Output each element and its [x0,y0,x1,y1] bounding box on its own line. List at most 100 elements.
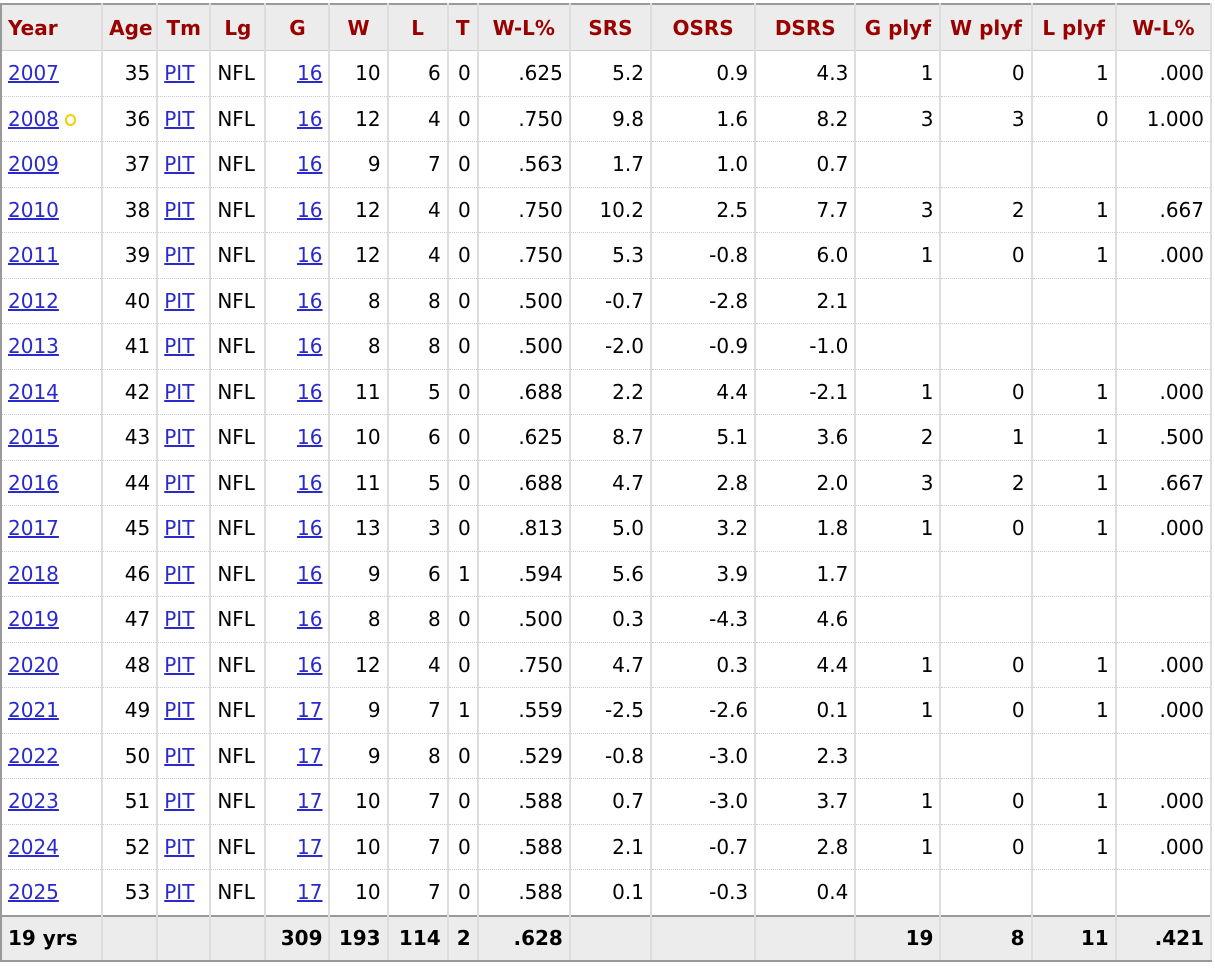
year-link[interactable]: 2008 [8,106,59,131]
year-link[interactable]: 2017 [8,516,59,541]
games-link[interactable]: 17 [297,743,323,768]
super-bowl-champion-ring-icon[interactable] [64,114,76,127]
team-link[interactable]: PIT [164,607,195,632]
games-link[interactable]: 16 [297,516,323,541]
column-header-team[interactable]: Tm [157,4,212,51]
games-link[interactable]: 16 [297,288,323,313]
column-header-losses[interactable]: L [387,4,449,51]
games-link[interactable]: 16 [297,425,323,450]
games-link[interactable]: 16 [297,561,323,586]
column-header-srs[interactable]: SRS [569,4,652,51]
cell-osrs: -0.7 [650,824,757,870]
cell-age: 47 [102,596,159,643]
team-link[interactable]: PIT [164,379,195,404]
games-link[interactable]: 16 [297,379,323,404]
team-link[interactable]: PIT [164,561,195,586]
column-header-playoff-games[interactable]: G plyf [855,4,942,51]
cell-team: PIT [157,187,212,233]
year-link[interactable]: 2010 [8,197,59,222]
cell-age: 42 [102,369,159,415]
cell-playoff-games [855,141,942,188]
team-link[interactable]: PIT [164,743,195,768]
year-link[interactable]: 2020 [8,652,59,677]
games-link[interactable]: 16 [297,197,323,222]
table-row: 2011 39 PIT NFL 16 12 4 0.750 5.3 -0.8 6.0 1 0 1.000 [1,232,1213,279]
cell-wins: 10 [329,50,389,97]
cell-losses: 7 [387,141,449,188]
cell-dsrs: 2.0 [755,460,857,506]
cell-year: 2007 [1,50,104,97]
cell-year: 2023 [1,778,104,825]
team-link[interactable]: PIT [164,334,195,359]
year-link[interactable]: 2012 [8,288,59,313]
cell-ties: 0 [447,278,479,324]
year-link[interactable]: 2025 [8,880,59,905]
games-link[interactable]: 17 [297,834,323,859]
team-link[interactable]: PIT [164,106,195,131]
team-link[interactable]: PIT [164,243,195,268]
games-link[interactable]: 16 [297,152,323,177]
team-link[interactable]: PIT [164,698,195,723]
year-link[interactable]: 2021 [8,698,59,723]
column-header-year[interactable]: Year [1,4,104,51]
year-link[interactable]: 2013 [8,334,59,359]
column-header-playoff-win-pct[interactable]: W-L% [1115,4,1213,51]
cell-wins: 12 [329,642,389,688]
cell-games: 16 [265,278,331,324]
column-header-wins[interactable]: W [329,4,389,51]
cell-playoff-win-pct [1115,596,1213,643]
games-link[interactable]: 16 [297,334,323,359]
year-link[interactable]: 2018 [8,561,59,586]
games-link[interactable]: 17 [297,698,323,723]
team-link[interactable]: PIT [164,470,195,495]
team-link[interactable]: PIT [164,61,195,86]
cell-playoff-losses: 1 [1031,187,1117,233]
column-header-games[interactable]: G [265,4,331,51]
cell-ties: 0 [447,824,479,870]
games-link[interactable]: 16 [297,106,323,131]
year-link[interactable]: 2022 [8,743,59,768]
year-link[interactable]: 2023 [8,789,59,814]
column-header-league[interactable]: Lg [210,4,267,51]
column-header-playoff-wins[interactable]: W plyf [940,4,1033,51]
team-link[interactable]: PIT [164,288,195,313]
games-link[interactable]: 16 [297,243,323,268]
cell-playoff-wins [940,141,1033,188]
games-link[interactable]: 16 [297,607,323,632]
year-link[interactable]: 2015 [8,425,59,450]
team-link[interactable]: PIT [164,880,195,905]
year-link[interactable]: 2011 [8,243,59,268]
games-link[interactable]: 16 [297,61,323,86]
year-link[interactable]: 2019 [8,607,59,632]
year-link[interactable]: 2024 [8,834,59,859]
column-header-playoff-losses[interactable]: L plyf [1031,4,1117,51]
team-link[interactable]: PIT [164,152,195,177]
cell-year: 2021 [1,687,104,734]
games-link[interactable]: 17 [297,789,323,814]
team-link[interactable]: PIT [164,425,195,450]
cell-league: NFL [210,596,267,643]
column-header-ties[interactable]: T [447,4,479,51]
cell-dsrs: 0.1 [755,687,857,734]
column-header-osrs[interactable]: OSRS [650,4,757,51]
team-link[interactable]: PIT [164,197,195,222]
team-link[interactable]: PIT [164,834,195,859]
cell-srs: 1.7 [569,141,652,188]
team-link[interactable]: PIT [164,652,195,677]
column-header-dsrs[interactable]: DSRS [755,4,857,51]
year-link[interactable]: 2014 [8,379,59,404]
games-link[interactable]: 16 [297,470,323,495]
team-link[interactable]: PIT [164,789,195,814]
cell-win-pct: .750 [477,96,571,142]
cell-playoff-wins: 0 [940,369,1033,415]
year-link[interactable]: 2007 [8,61,59,86]
cell-league: NFL [210,278,267,324]
games-link[interactable]: 16 [297,652,323,677]
year-link[interactable]: 2016 [8,470,59,495]
team-link[interactable]: PIT [164,516,195,541]
column-header-win-pct[interactable]: W-L% [477,4,571,51]
cell-playoff-wins [940,596,1033,643]
column-header-age[interactable]: Age [102,4,159,51]
games-link[interactable]: 17 [297,880,323,905]
year-link[interactable]: 2009 [8,152,59,177]
